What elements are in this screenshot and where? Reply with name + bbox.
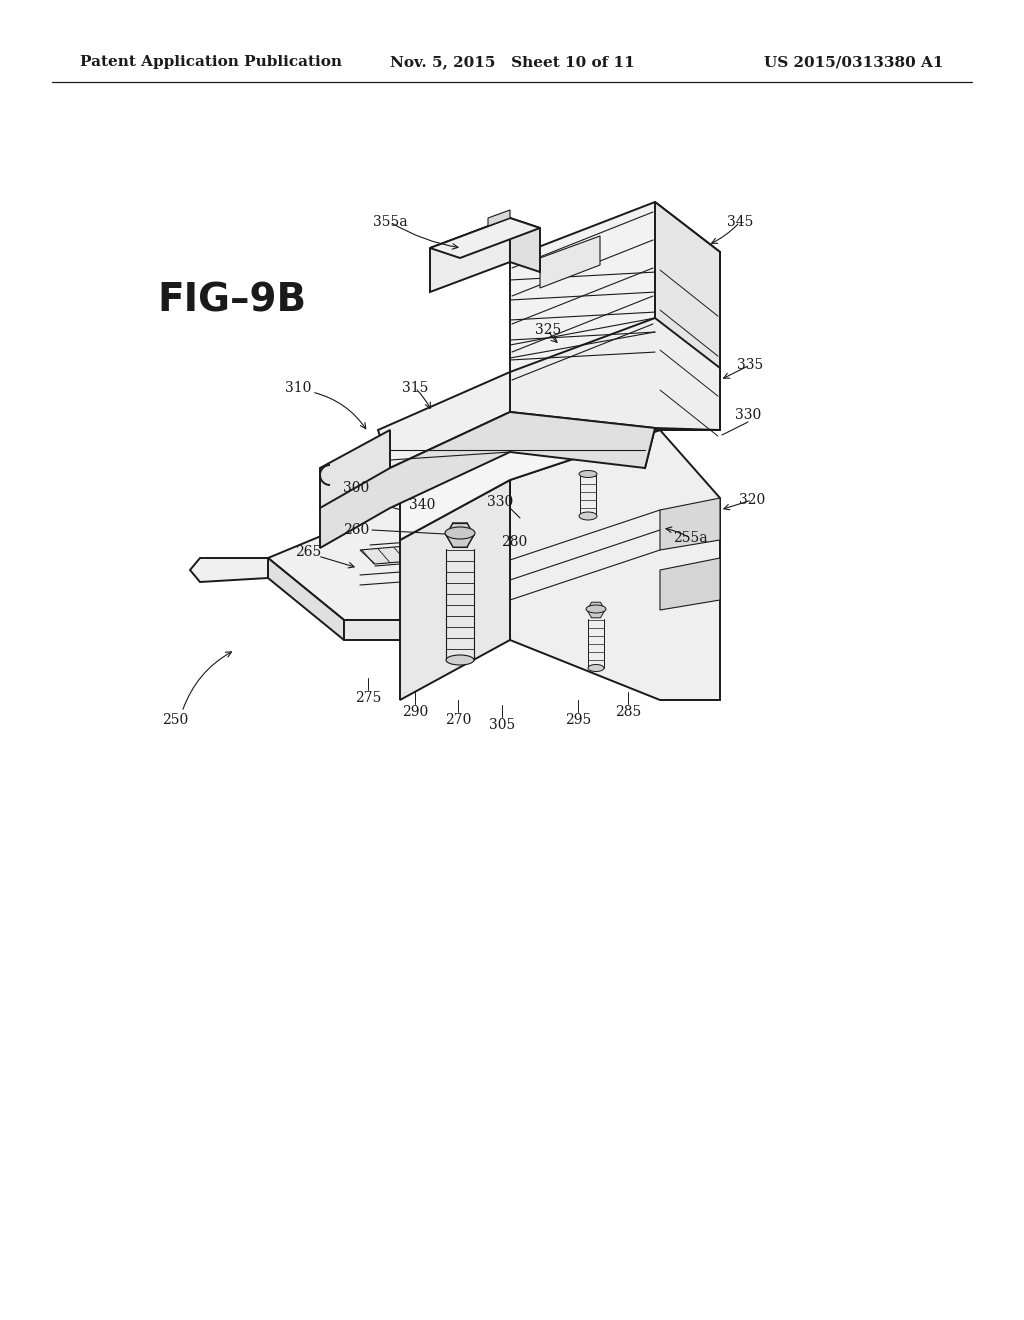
Polygon shape [319,430,390,508]
Polygon shape [446,523,474,546]
Ellipse shape [446,655,474,665]
Text: 270: 270 [444,713,471,727]
Text: 340: 340 [409,498,435,512]
Text: 355a: 355a [373,215,408,228]
Text: 345: 345 [727,215,754,228]
Text: 310: 310 [285,381,311,395]
Text: 290: 290 [401,705,428,719]
Polygon shape [596,558,718,640]
Polygon shape [319,412,655,548]
Text: 300: 300 [343,480,369,495]
Polygon shape [190,558,268,582]
Polygon shape [400,389,660,540]
Text: 260: 260 [343,523,369,537]
Polygon shape [268,495,718,620]
Polygon shape [344,620,596,640]
Polygon shape [360,531,600,564]
Ellipse shape [588,664,604,672]
Text: 330: 330 [735,408,761,422]
Polygon shape [655,202,720,430]
Ellipse shape [445,527,475,539]
Text: 325: 325 [535,323,561,337]
Polygon shape [540,236,600,288]
Text: 255a: 255a [673,531,708,545]
Polygon shape [510,202,720,430]
Text: 275: 275 [354,690,381,705]
Polygon shape [430,218,510,292]
Text: 250: 250 [162,713,188,727]
Ellipse shape [579,470,597,478]
Text: 315: 315 [401,381,428,395]
Text: 330: 330 [486,495,513,510]
Polygon shape [660,498,720,550]
Polygon shape [510,430,720,700]
Text: 285: 285 [614,705,641,719]
Text: 280: 280 [501,535,527,549]
Ellipse shape [579,512,597,520]
Ellipse shape [586,605,606,612]
Polygon shape [378,372,655,469]
Text: 305: 305 [488,718,515,733]
Polygon shape [660,558,720,610]
Text: Patent Application Publication: Patent Application Publication [80,55,342,69]
Text: 335: 335 [737,358,763,372]
Text: Nov. 5, 2015   Sheet 10 of 11: Nov. 5, 2015 Sheet 10 of 11 [389,55,635,69]
Text: 320: 320 [739,492,765,507]
Polygon shape [400,480,510,700]
Text: 295: 295 [565,713,591,727]
Polygon shape [268,558,344,640]
Polygon shape [510,218,540,272]
Polygon shape [488,210,510,226]
Polygon shape [587,602,605,618]
Text: FIG–9B: FIG–9B [158,281,306,319]
Text: 265: 265 [295,545,322,558]
Text: US 2015/0313380 A1: US 2015/0313380 A1 [765,55,944,69]
Polygon shape [510,318,720,430]
Polygon shape [430,218,540,257]
